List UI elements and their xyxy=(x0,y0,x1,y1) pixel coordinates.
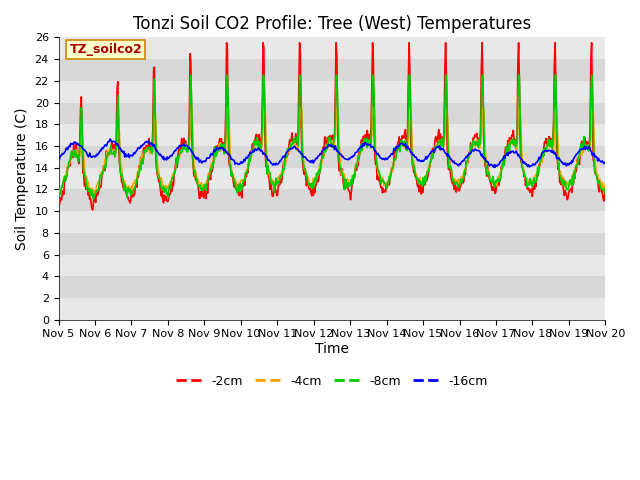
Bar xyxy=(58,37,605,59)
Bar xyxy=(58,276,605,298)
-2cm xyxy=(65,165,72,170)
-2cm xyxy=(602,186,609,192)
Bar xyxy=(58,168,605,190)
-4cm xyxy=(602,180,609,186)
-4cm xyxy=(65,162,73,168)
-8cm xyxy=(54,196,62,202)
-16cm xyxy=(106,136,114,142)
-4cm xyxy=(122,183,129,189)
-4cm xyxy=(54,185,62,191)
-16cm xyxy=(415,157,423,163)
X-axis label: Time: Time xyxy=(315,342,349,356)
-8cm xyxy=(206,168,214,174)
-2cm xyxy=(89,207,97,213)
Bar xyxy=(58,190,605,211)
-16cm xyxy=(492,165,499,170)
Text: TZ_soilco2: TZ_soilco2 xyxy=(70,43,142,56)
-16cm xyxy=(54,156,62,161)
-16cm xyxy=(122,151,129,156)
Bar xyxy=(58,211,605,233)
-8cm xyxy=(121,181,129,187)
-4cm xyxy=(188,105,195,111)
Bar xyxy=(58,254,605,276)
-4cm xyxy=(207,163,214,169)
-8cm xyxy=(65,165,72,170)
-4cm xyxy=(57,191,65,197)
Line: -8cm: -8cm xyxy=(58,75,605,199)
Bar xyxy=(58,298,605,320)
-2cm xyxy=(122,185,129,191)
-2cm xyxy=(416,182,424,188)
Bar xyxy=(58,103,605,124)
-8cm xyxy=(415,177,423,183)
Bar xyxy=(58,59,605,81)
Bar xyxy=(58,124,605,146)
-16cm xyxy=(206,154,214,160)
-2cm xyxy=(54,195,62,201)
-4cm xyxy=(177,149,185,155)
Line: -16cm: -16cm xyxy=(58,139,605,168)
-16cm xyxy=(177,143,185,148)
-16cm xyxy=(399,141,407,147)
-16cm xyxy=(65,144,72,150)
-2cm xyxy=(177,143,185,148)
-2cm xyxy=(206,173,214,179)
-8cm xyxy=(187,72,195,78)
-8cm xyxy=(399,143,407,149)
-8cm xyxy=(602,186,609,192)
-2cm xyxy=(400,135,408,141)
Line: -2cm: -2cm xyxy=(58,43,605,210)
-2cm xyxy=(223,40,230,46)
Bar xyxy=(58,146,605,168)
Title: Tonzi Soil CO2 Profile: Tree (West) Temperatures: Tonzi Soil CO2 Profile: Tree (West) Temp… xyxy=(132,15,531,33)
-16cm xyxy=(602,160,609,166)
Bar xyxy=(58,233,605,254)
Bar xyxy=(58,81,605,103)
Line: -4cm: -4cm xyxy=(58,108,605,194)
-8cm xyxy=(177,147,184,153)
Legend: -2cm, -4cm, -8cm, -16cm: -2cm, -4cm, -8cm, -16cm xyxy=(171,370,493,393)
-4cm xyxy=(416,175,424,180)
Y-axis label: Soil Temperature (C): Soil Temperature (C) xyxy=(15,108,29,250)
-4cm xyxy=(400,145,408,151)
